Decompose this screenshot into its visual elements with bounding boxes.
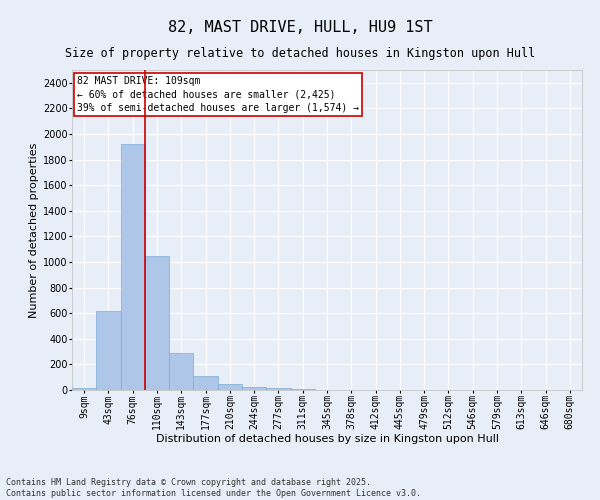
Bar — [218, 384, 242, 390]
Text: Contains HM Land Registry data © Crown copyright and database right 2025.
Contai: Contains HM Land Registry data © Crown c… — [6, 478, 421, 498]
Bar — [242, 387, 266, 390]
Bar — [72, 388, 96, 390]
Bar — [193, 376, 218, 390]
Bar — [145, 256, 169, 390]
Text: Size of property relative to detached houses in Kingston upon Hull: Size of property relative to detached ho… — [65, 48, 535, 60]
Text: 82, MAST DRIVE, HULL, HU9 1ST: 82, MAST DRIVE, HULL, HU9 1ST — [167, 20, 433, 35]
Bar — [266, 388, 290, 390]
X-axis label: Distribution of detached houses by size in Kingston upon Hull: Distribution of detached houses by size … — [155, 434, 499, 444]
Y-axis label: Number of detached properties: Number of detached properties — [29, 142, 39, 318]
Bar — [121, 144, 145, 390]
Bar — [96, 310, 121, 390]
Text: 82 MAST DRIVE: 109sqm
← 60% of detached houses are smaller (2,425)
39% of semi-d: 82 MAST DRIVE: 109sqm ← 60% of detached … — [77, 76, 359, 113]
Bar — [169, 353, 193, 390]
